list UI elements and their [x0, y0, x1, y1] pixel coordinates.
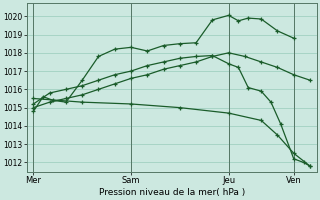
X-axis label: Pression niveau de la mer( hPa ): Pression niveau de la mer( hPa )	[99, 188, 245, 197]
